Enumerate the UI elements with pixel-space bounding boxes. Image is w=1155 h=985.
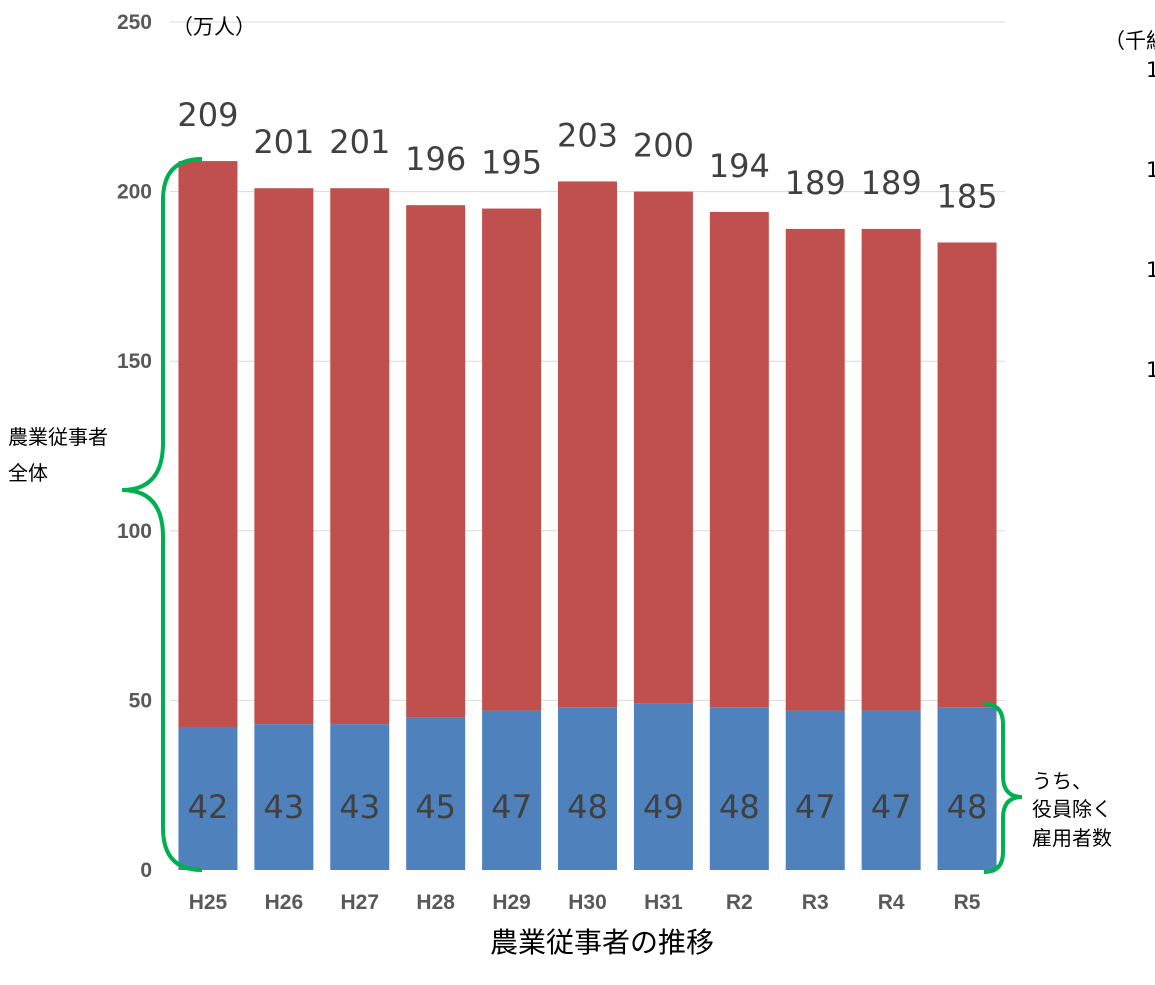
employed-label: 47 (491, 788, 532, 826)
total-label: 185 (937, 177, 998, 215)
bar-other (633, 191, 693, 704)
bar-other (178, 161, 238, 728)
employed-label: 49 (643, 788, 684, 826)
employed-label: 48 (567, 788, 608, 826)
total-label: 201 (253, 123, 314, 161)
bar-employed (785, 710, 845, 870)
bar-employed (861, 710, 921, 870)
right-axis-tick: 1 (1146, 258, 1155, 282)
employed-brace-label-line3: 雇用者数 (1032, 826, 1112, 850)
employed-labels: 42 43 43 45 47 48 49 48 47 47 48 (188, 788, 988, 826)
bar-employed (330, 724, 390, 870)
y-tick-label: 250 (117, 11, 152, 34)
bar-other (330, 188, 390, 725)
employed-label: 48 (719, 788, 760, 826)
employed-label: 45 (415, 788, 456, 826)
y-axis-unit-label: （万人） (172, 15, 256, 39)
bar-employed (709, 707, 769, 870)
y-tick-label: 0 (140, 859, 152, 882)
total-label: 200 (633, 127, 694, 165)
total-label: 194 (709, 147, 770, 185)
chart-caption: 農業従事者の推移 (490, 926, 714, 959)
x-tick-label: R5 (954, 891, 981, 914)
total-label: 196 (405, 140, 466, 178)
employed-label: 42 (188, 788, 229, 826)
employed-brace-label-line1: うち、 (1032, 769, 1092, 793)
total-label: 189 (861, 164, 922, 202)
total-brace-label-line1: 農業従事者 (8, 425, 108, 449)
employed-brace-label-line2: 役員除く (1032, 797, 1112, 821)
right-axis-tick: 1 (1146, 58, 1155, 82)
bar-other (558, 181, 617, 708)
right-axis-unit-label: （千組 (1104, 29, 1155, 53)
bar-employed (178, 727, 238, 870)
employed-brace (983, 702, 1023, 874)
bar-employed (937, 707, 997, 870)
x-tick-label: H26 (265, 891, 304, 914)
y-tick-label: 200 (117, 181, 152, 204)
bar-employed (558, 707, 617, 870)
total-brace-label-line2: 全体 (8, 461, 48, 485)
bar-employed (406, 717, 466, 870)
total-label: 203 (557, 116, 618, 154)
total-brace (121, 157, 203, 872)
employed-label: 43 (264, 788, 305, 826)
right-axis-tick: 1 (1146, 358, 1155, 382)
bar-other (937, 242, 997, 708)
right-axis-tick: 1 (1146, 158, 1155, 182)
x-tick-label: R4 (878, 891, 905, 914)
x-tick-label: H31 (644, 891, 683, 914)
x-tick-label: H27 (341, 891, 380, 914)
y-tick-label: 50 (129, 689, 152, 712)
bar-other (482, 208, 542, 711)
total-label: 195 (481, 144, 542, 182)
bar-employed (254, 724, 314, 870)
bars (178, 161, 997, 870)
employed-label: 43 (339, 788, 380, 826)
total-label: 189 (785, 164, 846, 202)
bar-other (406, 205, 466, 718)
x-tick-label: H30 (568, 891, 607, 914)
bar-employed (482, 710, 542, 870)
total-labels: 209 201 201 196 195 203 200 194 189 189 185 (177, 96, 997, 215)
employed-label: 48 (947, 788, 988, 826)
x-axis-ticks: H25 H26 H27 H28 H29 H30 H31 R2 R3 R4 R5 (189, 891, 981, 914)
x-tick-label: H28 (416, 891, 455, 914)
employed-label: 47 (795, 788, 836, 826)
x-tick-label: R3 (802, 891, 829, 914)
bar-other (254, 188, 314, 725)
y-tick-label: 150 (117, 350, 152, 373)
y-tick-label: 100 (117, 520, 152, 543)
x-tick-label: H25 (189, 891, 228, 914)
total-label: 201 (329, 123, 390, 161)
total-label: 209 (177, 96, 238, 134)
bar-other (709, 211, 769, 708)
bar-employed (633, 703, 693, 870)
x-tick-label: H29 (492, 891, 531, 914)
x-tick-label: R2 (726, 891, 753, 914)
y-axis-ticks: 0 50 100 150 200 250 (117, 11, 152, 882)
employed-label: 47 (871, 788, 912, 826)
bar-other (861, 228, 921, 711)
bar-other (785, 228, 845, 711)
